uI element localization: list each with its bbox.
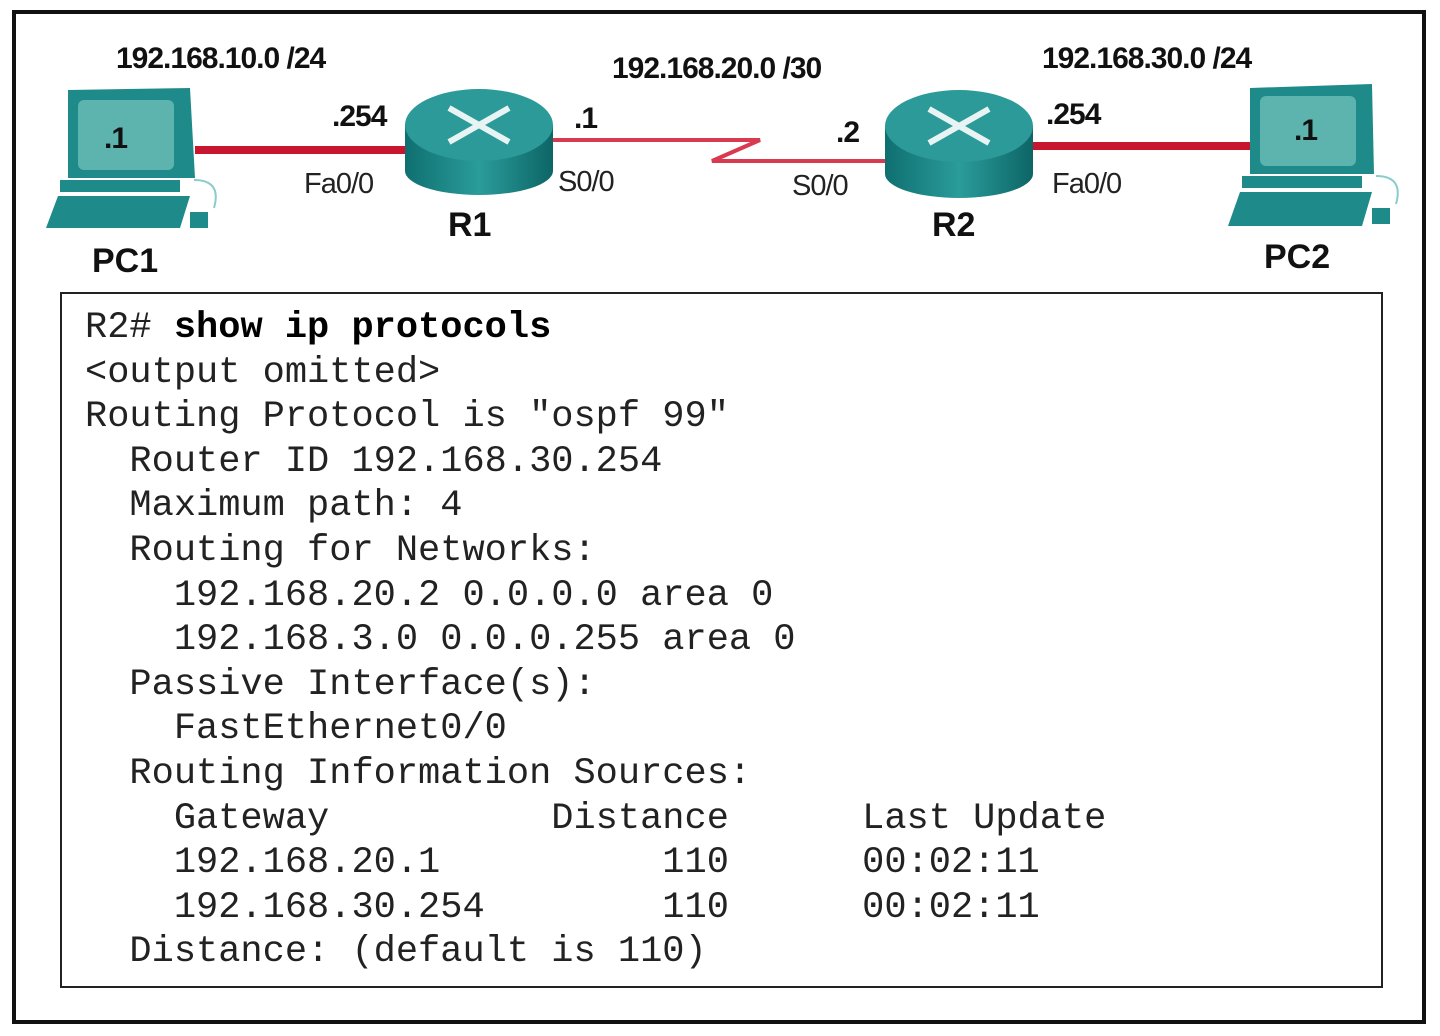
figure-frame [12,10,1426,1024]
r2-s-address: .2 [836,116,860,149]
router-r1-icon [405,89,553,195]
output-line: Distance: (default is 110) [85,931,707,974]
cli-output-box: R2# show ip protocols <output omitted> Rou… [60,292,1383,988]
cli-output: R2# show ip protocols <output omitted> Rou… [85,306,1106,975]
output-line: Router ID 192.168.30.254 [85,440,663,483]
network-label-lan2: 192.168.30.0 /24 [1042,42,1252,75]
r2-s-interface: S0/0 [792,170,849,202]
r1-name: R1 [448,206,492,244]
output-line: Maximum path: 4 [85,485,463,528]
pc1-name: PC1 [92,242,159,280]
serial-link-r1-r2 [552,138,888,163]
output-line: Routing Protocol is "ospf 99" [85,396,729,439]
output-line: Routing Information Sources: [85,752,752,795]
output-line: 192.168.30.254 110 00:02:11 [85,886,1040,929]
pc2-icon [1228,84,1399,226]
r1-fa-interface: Fa0/0 [304,168,374,200]
r2-name: R2 [932,206,976,244]
output-line: Gateway Distance Last Update [85,797,1107,840]
network-label-lan1: 192.168.10.0 /24 [116,42,326,75]
r2-fa-interface: Fa0/0 [1052,168,1122,200]
r1-s-address: .1 [574,102,598,135]
output-line: Passive Interface(s): [85,663,596,706]
r1-fa-address: .254 [332,100,387,133]
pc2-host-address: .1 [1294,114,1318,147]
pc1-icon [46,88,217,228]
network-label-wan: 192.168.20.0 /30 [612,52,822,85]
output-line: <output omitted> [85,351,441,394]
output-line: 192.168.20.1 110 00:02:11 [85,842,1040,885]
pc2-name: PC2 [1264,238,1331,276]
cli-command: show ip protocols [173,307,552,349]
topology-diagram [46,84,1399,228]
command-line: R2# show ip protocols [85,306,1106,351]
pc1-host-address: .1 [104,122,128,155]
r1-s-interface: S0/0 [558,166,615,198]
cli-prompt: R2# [85,307,174,349]
output-line: 192.168.20.2 0.0.0.0 area 0 [85,574,774,617]
r2-fa-address: .254 [1046,98,1101,131]
output-line: Routing for Networks: [85,529,596,572]
router-r2-icon [885,90,1033,198]
output-line: FastEthernet0/0 [85,708,507,751]
output-line: 192.168.3.0 0.0.0.255 area 0 [85,619,796,662]
